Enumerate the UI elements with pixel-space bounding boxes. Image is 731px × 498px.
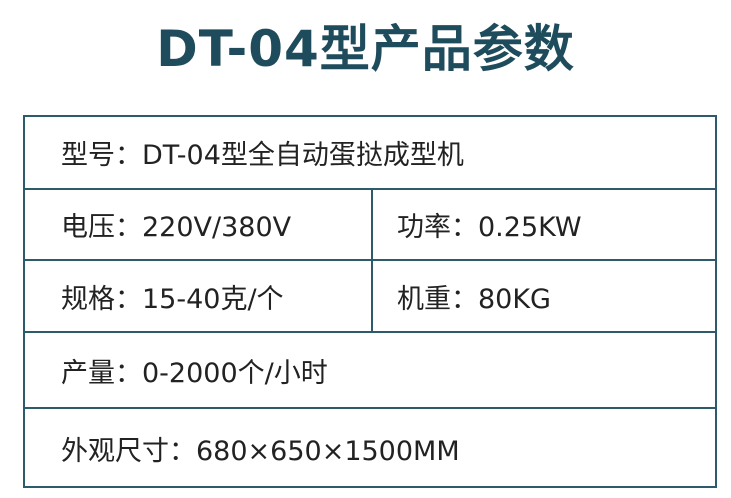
table-cell: 机重：80KG (397, 283, 551, 315)
table-row: 电压：220V/380V 功率：0.25KW (25, 188, 715, 259)
title: DT-04型产品参数 (156, 20, 575, 78)
table-cell: 电压：220V/380V (25, 190, 373, 259)
table-row: 规格：15-40克/个 机重：80KG (25, 259, 715, 331)
table-row: 型号：DT-04型全自动蛋挞成型机 (25, 117, 715, 188)
table-cell: 外观尺寸：680×650×1500MM (61, 436, 460, 467)
table-cell: 功率：0.25KW (397, 212, 582, 243)
table-cell: 产量：0-2000个/小时 (61, 357, 328, 389)
table-cell: 型号：DT-04型全自动蛋挞成型机 (61, 140, 464, 171)
table-row: 产量：0-2000个/小时 (25, 331, 715, 407)
spec-table: 型号：DT-04型全自动蛋挞成型机 电压：220V/380V 功率：0.25KW… (23, 115, 717, 488)
table-row: 外观尺寸：680×650×1500MM (25, 407, 715, 488)
table-cell: 规格：15-40克/个 (25, 261, 373, 331)
